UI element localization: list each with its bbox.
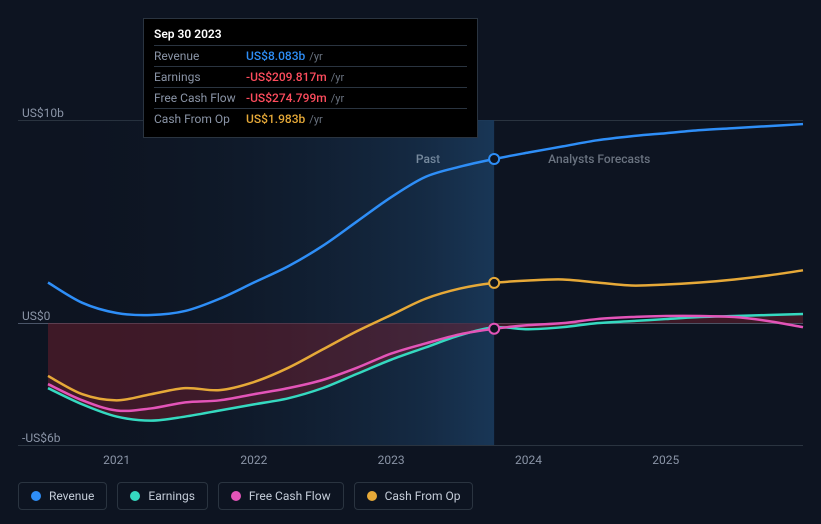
tooltip-metric-label: Free Cash Flow [154, 91, 246, 105]
tooltip-metric-label: Earnings [154, 70, 246, 84]
tooltip-row: RevenueUS$8.083b/yr [154, 45, 467, 66]
tooltip-metric-value: -US$209.817m [246, 70, 327, 84]
tooltip-metric-unit: /yr [331, 92, 344, 105]
x-axis-tick-label: 2025 [652, 453, 679, 467]
financials-chart[interactable]: US$10bUS$0-US$6b Past Analysts Forecasts… [18, 120, 803, 445]
tooltip-metric-value: -US$274.799m [246, 91, 327, 105]
x-axis-tick-label: 2024 [515, 453, 542, 467]
tooltip-metric-value: US$8.083b [246, 49, 305, 63]
tooltip-date: Sep 30 2023 [154, 27, 467, 41]
hover-marker-cash-from-op [489, 278, 499, 288]
legend-label: Cash From Op [385, 489, 461, 503]
legend-label: Revenue [49, 489, 94, 503]
legend-color-dot [231, 491, 241, 501]
x-axis-tick-label: 2021 [103, 453, 130, 467]
hover-marker-free-cash-flow [489, 324, 499, 334]
tooltip-row: Earnings-US$209.817m/yr [154, 66, 467, 87]
legend-color-dot [367, 491, 377, 501]
tooltip-metric-unit: /yr [309, 50, 322, 63]
legend-label: Earnings [148, 489, 195, 503]
hover-marker-revenue [489, 154, 499, 164]
legend-label: Free Cash Flow [249, 489, 331, 503]
tooltip-row: Cash From OpUS$1.983b/yr [154, 108, 467, 129]
gridline [18, 445, 803, 446]
legend-item-revenue[interactable]: Revenue [18, 482, 107, 510]
chart-plot-area [18, 120, 803, 445]
y-axis-tick-label: US$10b [22, 106, 64, 120]
hover-tooltip: Sep 30 2023 RevenueUS$8.083b/yrEarnings-… [143, 18, 478, 138]
tooltip-metric-value: US$1.983b [246, 112, 305, 126]
tooltip-metric-unit: /yr [309, 113, 322, 126]
legend: Revenue Earnings Free Cash Flow Cash From O… [18, 482, 473, 510]
legend-item-free-cash-flow[interactable]: Free Cash Flow [218, 482, 344, 510]
x-axis-tick-label: 2022 [240, 453, 267, 467]
x-axis-tick-label: 2023 [378, 453, 405, 467]
legend-color-dot [130, 491, 140, 501]
legend-color-dot [31, 491, 41, 501]
legend-item-cash-from-op[interactable]: Cash From Op [354, 482, 474, 510]
tooltip-metric-unit: /yr [331, 71, 344, 84]
tooltip-metric-label: Revenue [154, 49, 246, 63]
tooltip-row: Free Cash Flow-US$274.799m/yr [154, 87, 467, 108]
tooltip-metric-label: Cash From Op [154, 112, 246, 126]
legend-item-earnings[interactable]: Earnings [117, 482, 208, 510]
